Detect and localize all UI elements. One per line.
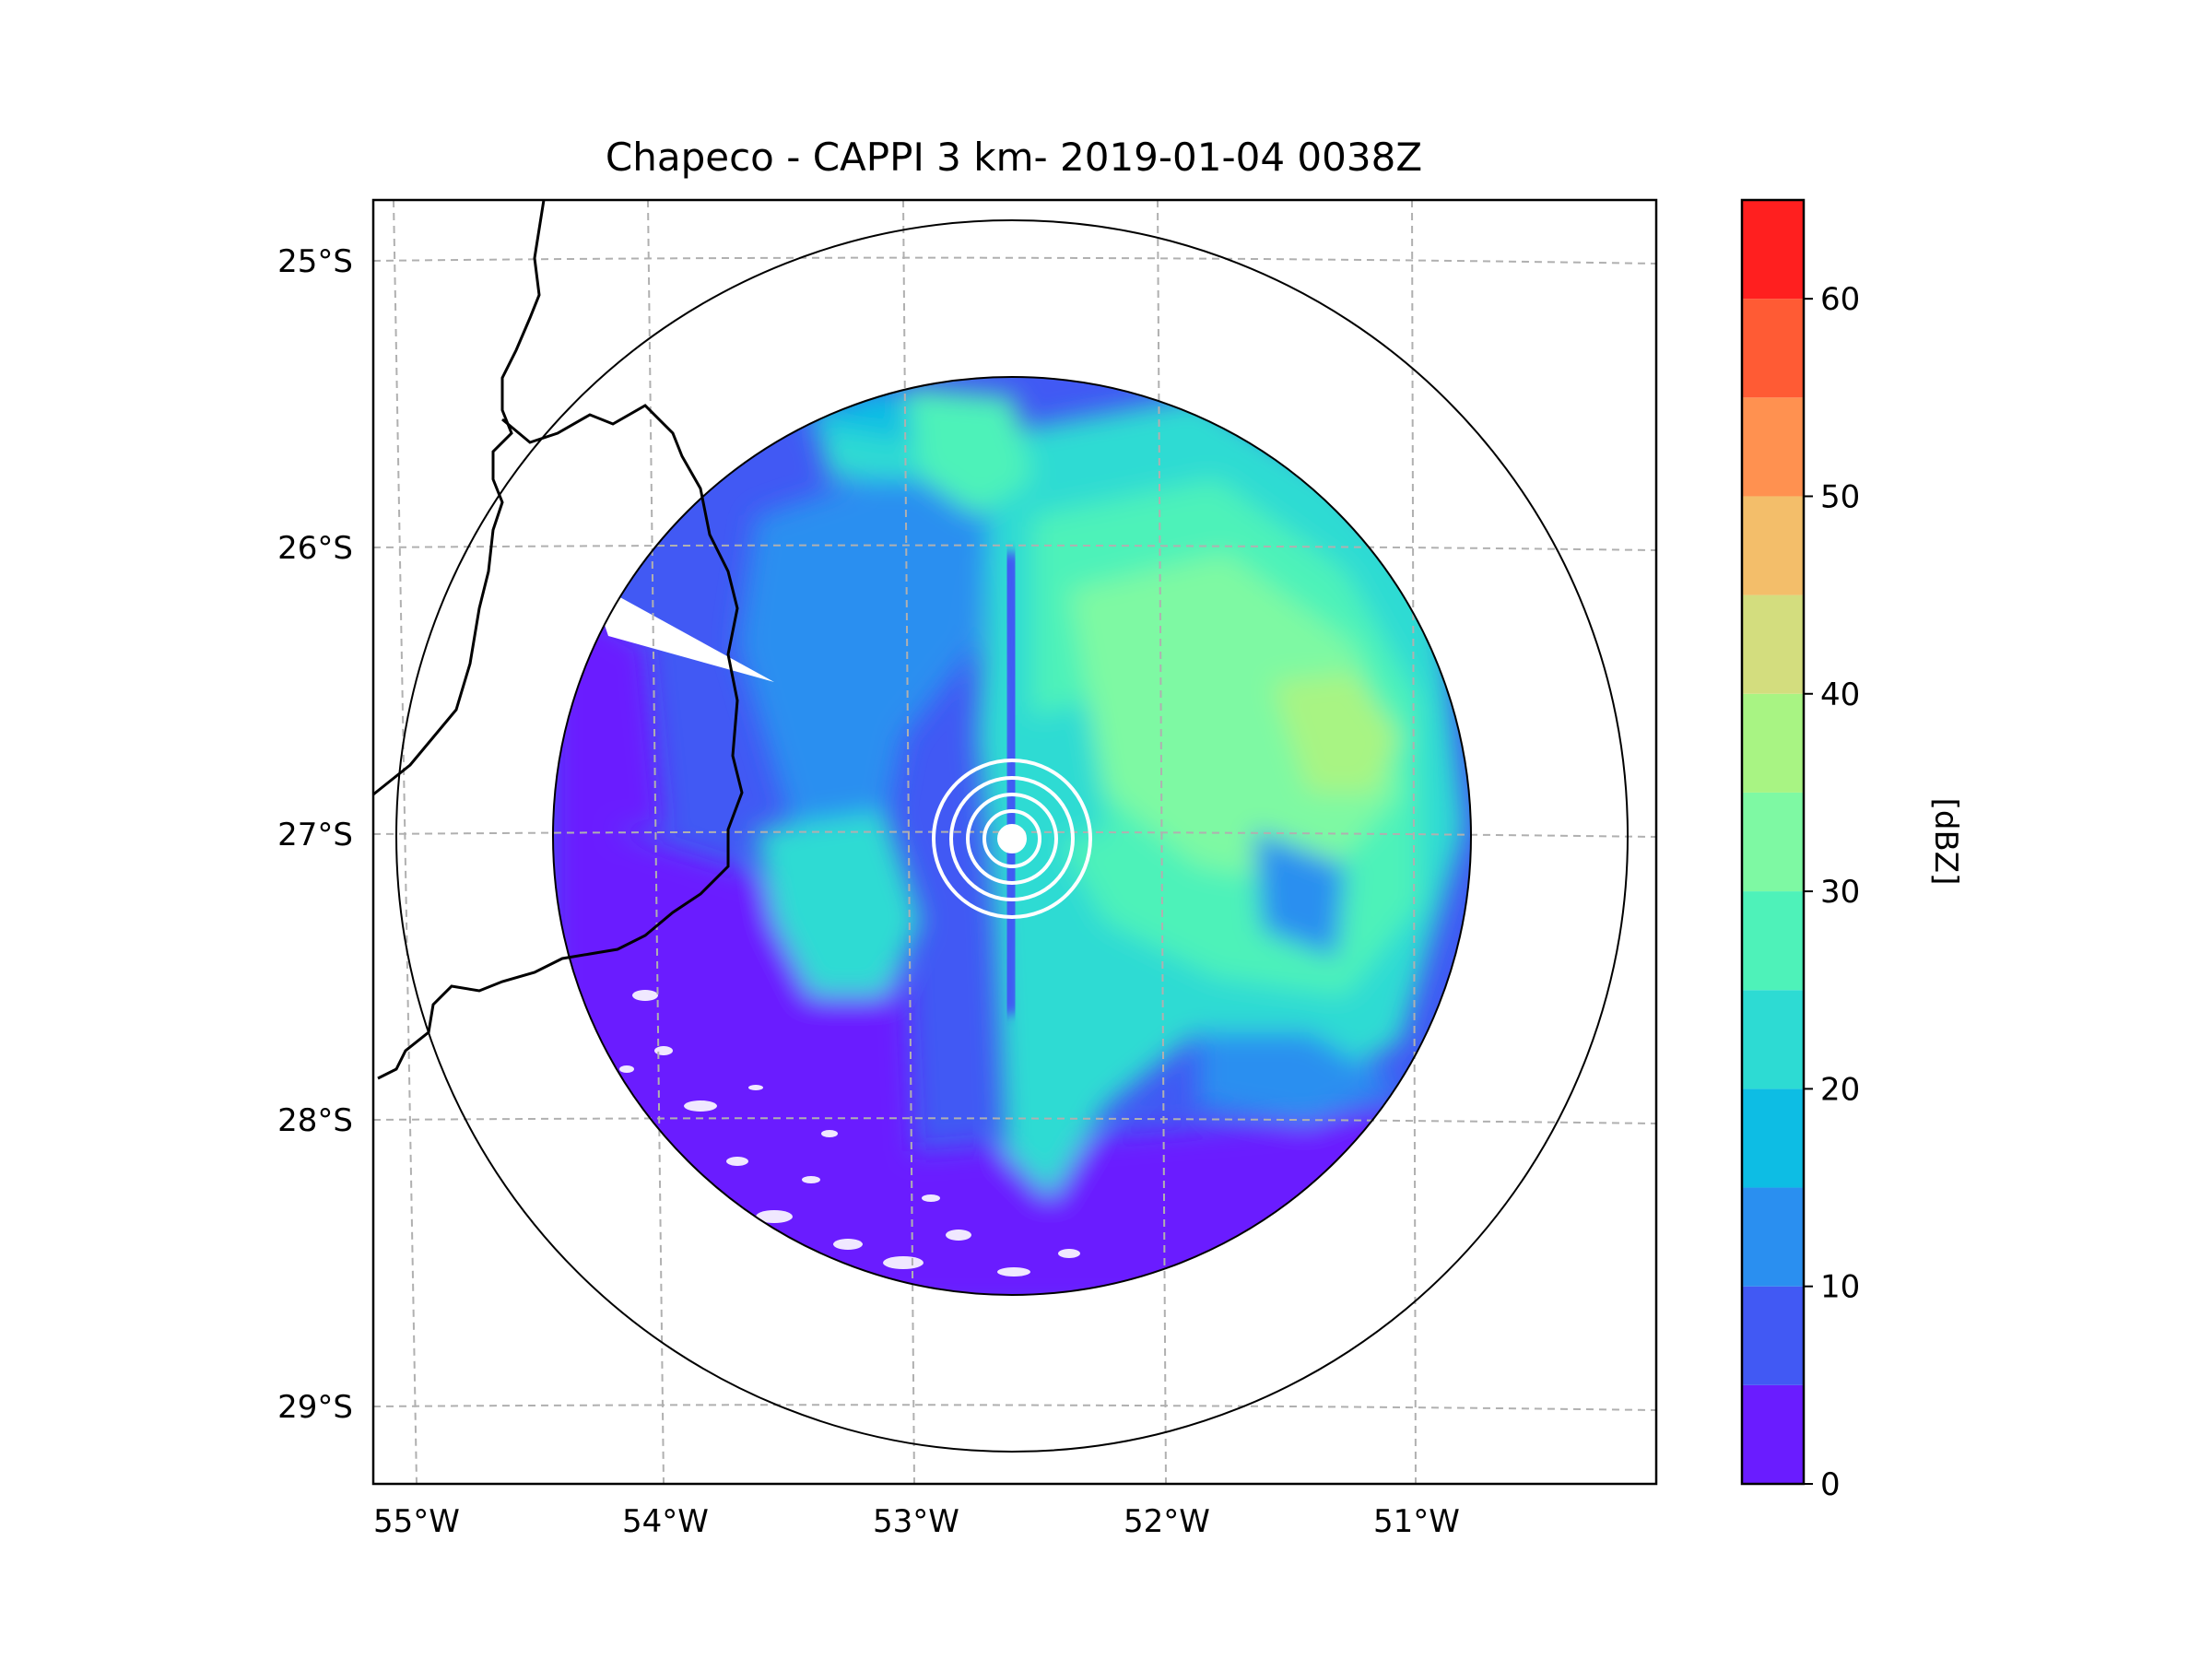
country-borders [373,200,744,1080]
colorbar-tick-label: 0 [1820,1466,1841,1503]
colorbar-tick-label: 40 [1820,677,1860,713]
colorbar [1742,200,1804,1484]
colorbar-tick-label: 20 [1820,1071,1860,1108]
colorbar-segment [1742,496,1804,595]
range-ring-inner [552,376,1472,1296]
colorbar-segment [1742,1384,1804,1484]
y-tick-label: 27°S [277,817,353,853]
colorbar-segment [1742,792,1804,892]
range-ring-outer [395,219,1629,1453]
reflectivity-field [553,377,1471,1295]
y-tick-label: 28°S [277,1102,353,1139]
colorbar-segment [1742,200,1804,300]
x-tick-label: 53°W [873,1503,959,1540]
axes-frame [371,198,1658,1486]
colorbar-tick-label: 30 [1820,874,1860,911]
y-axis-labels: 25°S 26°S 27°S 28°S 29°S [277,243,353,1426]
colorbar-tick-label: 10 [1820,1269,1860,1306]
colorbar-segment [1742,1286,1804,1385]
y-tick-label: 26°S [277,530,353,567]
x-axis-labels: 55°W 54°W 53°W 52°W 51°W [373,1503,1460,1540]
colorbar-segment [1742,990,1804,1089]
chart-title: Chapeco - CAPPI 3 km- 2019-01-04 0038Z [606,135,1422,180]
colorbar-segment [1742,1088,1804,1188]
y-tick-label: 25°S [277,243,353,280]
colorbar-tick-label: 50 [1820,478,1860,515]
colorbar-label: [dBZ] [1927,798,1964,886]
colorbar-ticks: 0 10 20 30 40 50 60 [1804,281,1860,1503]
x-tick-label: 52°W [1124,1503,1210,1540]
colorbar-segment [1742,891,1804,991]
map-axes [373,200,1656,1484]
x-tick-label: 54°W [622,1503,709,1540]
colorbar-segment [1742,397,1804,497]
colorbar-segment [1742,1187,1804,1287]
colorbar-segment [1742,693,1804,793]
colorbar-segment [1742,299,1804,398]
y-tick-label: 29°S [277,1389,353,1426]
x-tick-label: 51°W [1373,1503,1460,1540]
colorbar-segment [1742,594,1804,694]
clutter-rings [932,759,1092,919]
x-tick-label: 55°W [373,1503,460,1540]
colorbar-frame [1740,198,1806,1486]
colorbar-tick-label: 60 [1820,281,1860,318]
